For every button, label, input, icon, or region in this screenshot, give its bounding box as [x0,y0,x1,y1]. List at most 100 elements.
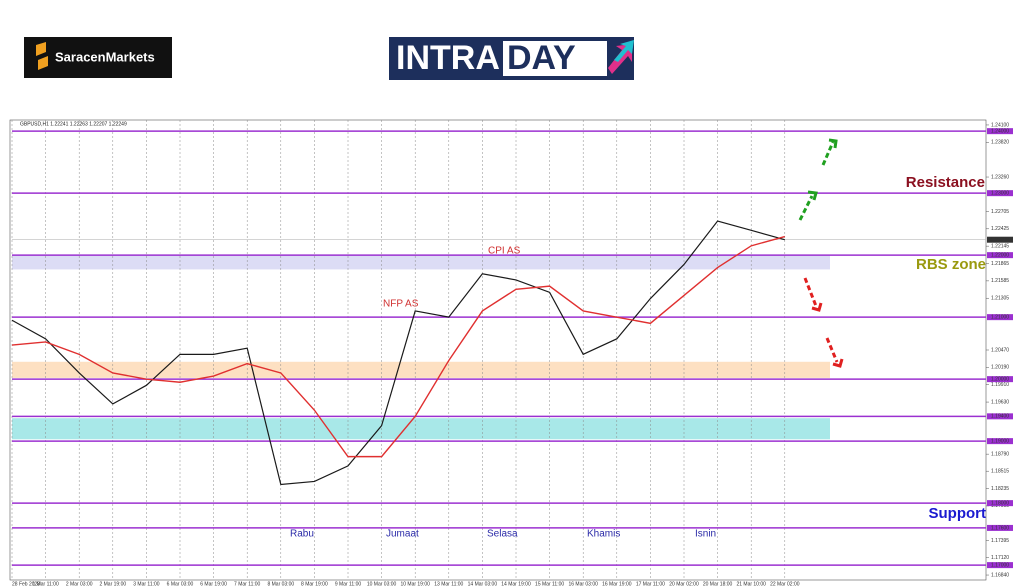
up-arrow [821,141,835,166]
x-tick-label: 17 Mar 11:00 [636,581,665,587]
x-tick-label: 20 Mar 18:00 [703,581,733,587]
rbs-label: RBS zone [916,256,986,273]
day-label: Selasa [487,529,518,540]
x-tick-label: 10 Mar 03:00 [367,581,397,587]
up-arrow [798,195,814,221]
y-tick-label: 1.19910 [991,382,1009,388]
x-tick-label: 10 Mar 19:00 [400,581,430,587]
level-tag [987,314,1013,321]
x-tick-label: 7 Mar 11:00 [234,581,261,587]
arrow-head [828,138,838,149]
x-tick-label: 14 Mar 03:00 [468,581,498,587]
price-line [11,235,785,458]
level-label: 1.17600 [991,525,1009,531]
x-tick-label: 6 Mar 03:00 [167,581,194,587]
y-tick-label: 1.17395 [991,538,1009,544]
arrow-head [811,302,823,312]
down-arrow [825,337,839,363]
y-tick-label: 1.18515 [991,469,1009,475]
level-tag [987,500,1013,507]
brand-bg [24,37,172,78]
brand-icon [36,42,48,70]
x-tick-label: 1 Mar 11:00 [32,581,59,587]
day-label: Rabu [290,529,314,540]
y-tick-label: 1.17955 [991,503,1009,509]
y-tick-label: 1.22145 [991,243,1009,249]
level-label: 1.20000 [991,376,1009,382]
y-tick-label: 1.22425 [991,226,1009,232]
level-label: 1.19000 [991,438,1009,444]
x-tick-label: 2 Mar 03:00 [66,581,93,587]
logo-right: DAY [507,39,576,77]
y-tick-label: 1.21305 [991,296,1009,302]
level-tag [987,190,1013,197]
day-label: Jumaat [386,529,419,540]
y-tick-label: 1.23820 [991,140,1009,146]
level-label: 1.21000 [991,314,1009,320]
day-label: Khamis [587,529,620,540]
x-tick-label: 14 Mar 19:00 [501,581,531,587]
level-label: 1.17000 [991,562,1009,568]
y-tick-label: 1.17120 [991,555,1009,561]
last-price-tag [987,236,1013,243]
logo-box [503,41,607,76]
y-tick-label: 1.18235 [991,486,1009,492]
y-tick-label: 1.23260 [991,174,1009,180]
x-tick-label: 9 Mar 11:00 [335,581,362,587]
chart-title: GBPUSD,H1 1.22241 1.22263 1.22207 1.2224… [20,121,127,127]
y-tick-label: 1.21585 [991,278,1009,284]
x-tick-label: 8 Mar 19:00 [301,581,328,587]
intraday-logo: INTRA DAY [389,37,634,80]
price-line [11,220,785,486]
zone [12,255,830,270]
brand-logo: SaracenMarkets [24,37,172,78]
zone [12,418,830,440]
level-tag [987,376,1013,383]
level-label: 1.18000 [991,500,1009,506]
down-arrow [803,277,818,307]
plot-frame [9,119,987,581]
level-tag [987,562,1013,569]
level-tag [987,128,1013,135]
zone [12,361,830,378]
arrow-head [807,190,818,201]
resistance-label: Resistance [906,174,985,191]
x-tick-label: 13 Mar 11:00 [434,581,463,587]
forecast-arrows [798,138,844,368]
x-tick-label: 16 Mar 19:00 [602,581,632,587]
y-tick-label: 1.24100 [991,122,1009,128]
brand-name: SaracenMarkets [55,49,155,64]
x-tick-label: 20 Mar 02:00 [669,581,699,587]
x-tick-label: 21 Mar 10:00 [736,581,766,587]
x-tick-label: 22 Mar 02:00 [770,581,800,587]
annotation: CPI AS [488,246,521,257]
annotation: NFP AS [383,299,419,310]
level-label: 1.23000 [991,190,1009,196]
level-tag [987,524,1013,531]
logo-left: INTRA [396,39,500,77]
x-tick-label: 2 Mar 19:00 [99,581,126,587]
x-tick-label: 15 Mar 11:00 [535,581,564,587]
level-tag [987,252,1013,259]
x-tick-label: 8 Mar 03:00 [267,581,294,587]
y-tick-label: 1.20190 [991,365,1009,371]
level-label: 1.19400 [991,414,1009,420]
level-label: 1.22000 [991,252,1009,258]
x-tick-label: 6 Mar 19:00 [200,581,227,587]
y-tick-label: 1.19630 [991,399,1009,405]
arrow-head [832,358,844,368]
x-tick-label: 28 Feb 2023 [12,581,40,587]
day-label: Isnin [695,529,716,540]
y-tick-label: 1.16840 [991,572,1009,578]
last-price-label: 1.22249 [991,237,1009,243]
y-tick-label: 1.22705 [991,209,1009,215]
x-tick-label: 16 Mar 03:00 [568,581,598,587]
y-tick-label: 1.20470 [991,347,1009,353]
level-tag [987,413,1013,420]
level-tag [987,438,1013,445]
support-label: Support [929,505,987,522]
y-tick-label: 1.18790 [991,451,1009,457]
level-label: 1.24000 [991,128,1009,134]
y-tick-label: 1.21865 [991,261,1009,267]
